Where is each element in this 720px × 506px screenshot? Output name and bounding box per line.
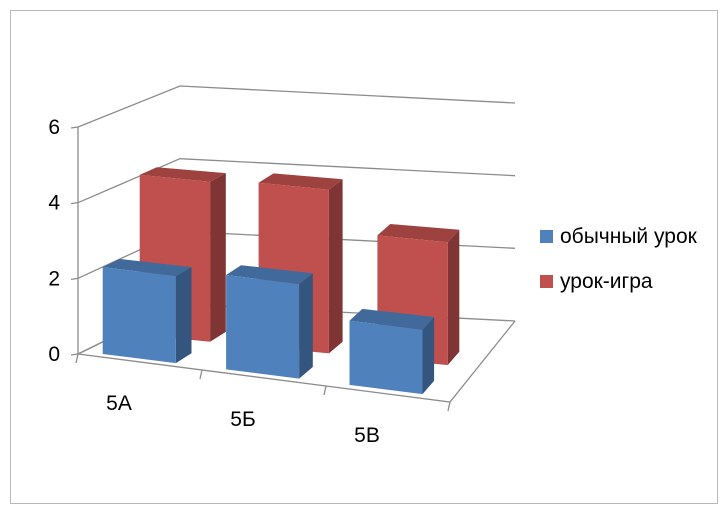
bar-top-face [349,308,435,330]
legend-label-0: обычный урок [560,225,698,248]
x-tick-3 [447,401,451,412]
bar-top-face [226,265,313,285]
bar-side-face [447,229,460,366]
bar-side-face [175,267,192,364]
bar-side-face [210,173,226,342]
x-tick-0 [75,353,79,364]
y-tick-label-3: 6 [48,116,60,139]
bar-front-face [226,275,300,379]
bar-regular-2 [349,308,435,395]
legend-swatch-1 [540,275,553,288]
legend-label-1: урок-игра [560,270,653,293]
bar-top-face [258,173,343,190]
gridline-2 [77,158,516,204]
legend-swatch-0 [540,230,553,243]
y-tick-label-0: 0 [48,343,60,366]
chart-area [10,10,718,504]
gridline-3 [77,85,516,128]
bar-side-face [299,273,313,379]
bar-front-face [102,267,176,364]
y-tick-label-1: 2 [48,267,60,290]
x-tick-label-2: 5В [354,424,380,447]
x-tick-2 [323,385,327,396]
y-tick-2 [70,202,79,205]
x-tick-1 [199,369,203,380]
bar-front-face [349,320,423,395]
bar-regular-1 [226,265,313,379]
bar-top-face [139,167,226,182]
bar-top-face [102,258,192,277]
x-tick-label-1: 5Б [230,408,255,431]
y-tick-1 [70,277,79,280]
bar-top-face [377,224,460,243]
y-tick-label-2: 4 [48,192,60,215]
y-tick-0 [70,353,79,356]
bar-side-face [422,317,435,395]
x-tick-label-0: 5А [106,392,132,415]
bar-side-face [328,179,343,354]
bar-regular-0 [102,258,192,364]
y-tick-3 [70,126,79,129]
